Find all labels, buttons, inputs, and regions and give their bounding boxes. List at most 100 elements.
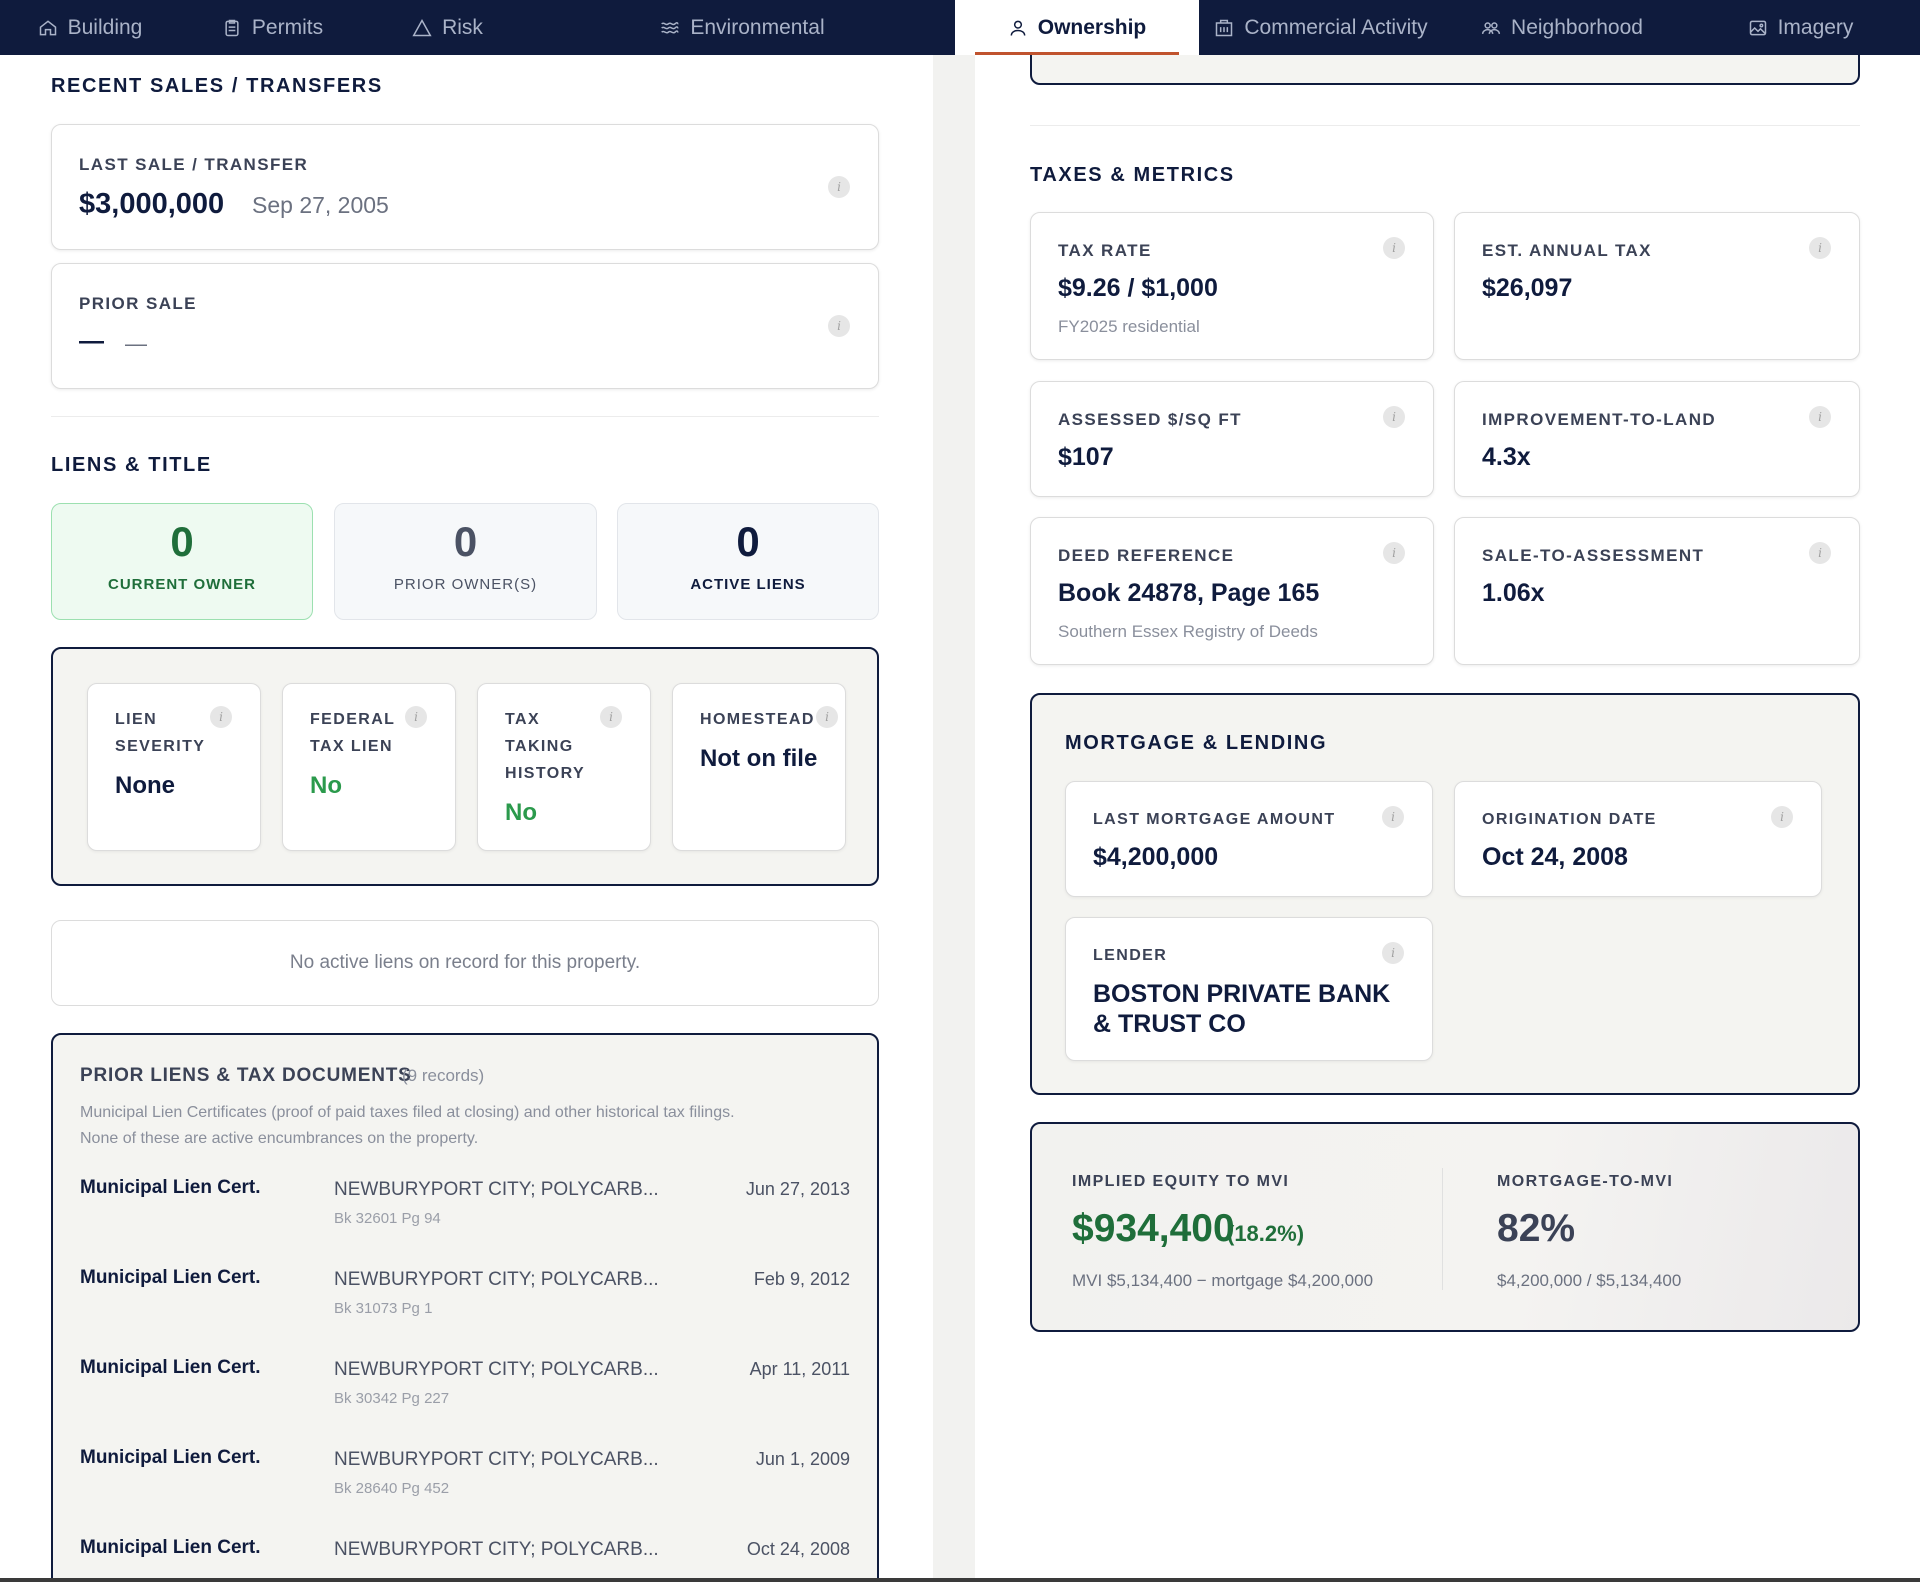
tax-taking-label: TAX TAKING HISTORY [505, 711, 586, 782]
prior-sale-label: PRIOR SALE [79, 294, 197, 313]
doc-row-book: Bk 32601 Pg 94 [334, 1210, 441, 1227]
info-icon[interactable]: i [600, 706, 622, 728]
bottom-edge [0, 1578, 1920, 1582]
image-icon [1749, 20, 1766, 35]
divider [51, 416, 879, 417]
info-icon[interactable]: i [1383, 542, 1405, 564]
tab-imagery[interactable]: Imagery [1681, 0, 1920, 55]
assessed-value: $107 [1058, 443, 1114, 471]
info-icon[interactable]: i [1383, 237, 1405, 259]
divider [1030, 125, 1860, 126]
sale-assessment-card: SALE-TO-ASSESSMENT 1.06x i [1454, 517, 1860, 665]
equity-sub: MVI $5,134,400 − mortgage $4,200,000 [1072, 1271, 1374, 1290]
doc-row-title: Municipal Lien Cert. [80, 1177, 261, 1198]
origination-label: ORIGINATION DATE [1482, 811, 1657, 828]
info-icon[interactable]: i [1771, 806, 1793, 828]
deed-value: Book 24878, Page 165 [1058, 579, 1320, 607]
liens-title: LIENS & TITLE [51, 454, 212, 476]
info-icon[interactable]: i [1809, 237, 1831, 259]
info-icon[interactable]: i [816, 706, 838, 728]
mortgage-title: MORTGAGE & LENDING [1065, 732, 1328, 754]
tab-permits[interactable]: Permits [180, 0, 365, 55]
doc-row-title: Municipal Lien Cert. [80, 1357, 261, 1378]
mortgage-amount-value: $4,200,000 [1093, 843, 1219, 871]
tab-ownership[interactable]: Ownership [955, 0, 1199, 55]
tab-label: Ownership [1037, 15, 1147, 39]
user-icon [1010, 20, 1026, 36]
doc-row-party: NEWBURYPORT CITY; POLYCARB... [334, 1269, 659, 1290]
doc-row-party: NEWBURYPORT CITY; POLYCARB... [334, 1539, 659, 1560]
prior-docs-count: (9 records) [402, 1066, 485, 1085]
info-icon[interactable]: i [405, 706, 427, 728]
stat-number: 0 [736, 518, 760, 565]
equity-label: IMPLIED EQUITY TO MVI [1072, 1173, 1290, 1190]
info-icon[interactable]: i [1382, 942, 1404, 964]
tax-rate-sub: FY2025 residential [1058, 317, 1200, 336]
mortgage-amount-label: LAST MORTGAGE AMOUNT [1093, 811, 1336, 828]
lien-severity-value: None [115, 772, 175, 799]
info-icon[interactable]: i [1383, 406, 1405, 428]
mortgage-amount-card: LAST MORTGAGE AMOUNT $4,200,000 i [1065, 781, 1433, 897]
doc-row-book: Bk 30342 Pg 227 [334, 1390, 450, 1407]
info-icon[interactable]: i [828, 315, 850, 337]
lender-value: BOSTON PRIVATE BANK & TRUST CO [1093, 980, 1391, 1038]
doc-row-date: Oct 24, 2008 [746, 1539, 850, 1559]
info-icon[interactable]: i [210, 706, 232, 728]
doc-row-date: Jun 27, 2013 [745, 1179, 850, 1199]
doc-row-party: NEWBURYPORT CITY; POLYCARB... [334, 1449, 659, 1470]
deed-card: DEED REFERENCE Book 24878, Page 165 Sout… [1030, 517, 1434, 665]
mortgage-box: MORTGAGE & LENDING LAST MORTGAGE AMOUNT … [1030, 693, 1860, 1095]
info-icon[interactable]: i [1809, 406, 1831, 428]
doc-row-book: Bk 31073 Pg 1 [334, 1300, 433, 1317]
lien-details-box: LIEN SEVERITY None i FEDERAL TAX LIEN No… [51, 647, 879, 886]
warning-icon [412, 18, 432, 36]
tab-label: Neighborhood [1511, 15, 1643, 39]
tab-building[interactable]: Building [0, 0, 180, 55]
annual-tax-label: EST. ANNUAL TAX [1482, 241, 1652, 260]
assessed-card: ASSESSED $/SQ FT $107 i [1030, 381, 1434, 497]
deed-label: DEED REFERENCE [1058, 546, 1235, 565]
active-liens-stat: 0 ACTIVE LIENS [617, 503, 879, 620]
last-sale-date: Sep 27, 2005 [252, 192, 389, 218]
equity-divider [1442, 1168, 1443, 1290]
doc-row-title: Municipal Lien Cert. [80, 1537, 261, 1558]
improvement-card: IMPROVEMENT-TO-LAND 4.3x i [1454, 381, 1860, 497]
stat-number: 0 [453, 518, 478, 565]
prior-docs-description-1: Municipal Lien Certificates (proof of pa… [80, 1104, 735, 1121]
doc-row-title: Municipal Lien Cert. [80, 1267, 261, 1288]
sale-assessment-value: 1.06x [1482, 579, 1545, 607]
tab-label: Environmental [690, 15, 825, 39]
lien-severity-label: LIEN SEVERITY [115, 711, 206, 755]
recent-sales-title: RECENT SALES / TRANSFERS [51, 75, 383, 97]
doc-row-party: NEWBURYPORT CITY; POLYCARB... [334, 1179, 659, 1200]
waves-icon [661, 21, 679, 34]
ratio-label: MORTGAGE-TO-MVI [1497, 1173, 1674, 1190]
no-liens-card: No active liens on record for this prope… [51, 920, 879, 1006]
prior-sale-date: — [125, 331, 147, 356]
ratio-sub: $4,200,000 / $5,134,400 [1497, 1271, 1682, 1290]
tab-commercial-activity[interactable]: Commercial Activity [1199, 0, 1443, 55]
stat-caption: ACTIVE LIENS [690, 576, 806, 593]
doc-row-date: Jun 1, 2009 [755, 1449, 850, 1469]
prior-docs-box: PRIOR LIENS & TAX DOCUMENTS (9 records) … [51, 1033, 879, 1582]
tab-label: Imagery [1777, 15, 1854, 39]
doc-row-book: Bk 28640 Pg 452 [334, 1480, 450, 1497]
info-icon[interactable]: i [1382, 806, 1404, 828]
equity-percent: (18.2%) [1227, 1221, 1305, 1246]
tab-risk[interactable]: Risk [365, 0, 530, 55]
lender-card: LENDER BOSTON PRIVATE BANK & TRUST CO i [1065, 917, 1433, 1061]
tab-label: Building [67, 15, 143, 39]
homestead-card: HOMESTEAD Not on file i [672, 683, 846, 851]
improvement-label: IMPROVEMENT-TO-LAND [1482, 410, 1717, 429]
doc-row-date: Apr 11, 2011 [749, 1359, 850, 1379]
equity-box: IMPLIED EQUITY TO MVI $934,400 (18.2%) M… [1030, 1122, 1860, 1332]
tab-label: Commercial Activity [1244, 15, 1428, 39]
assessed-label: ASSESSED $/SQ FT [1058, 410, 1242, 429]
stat-caption: CURRENT OWNER [108, 576, 256, 593]
info-icon[interactable]: i [828, 176, 850, 198]
people-icon [1481, 21, 1501, 34]
tab-neighborhood[interactable]: Neighborhood [1443, 0, 1681, 55]
top-nav: Building Permits Risk Environmental Owne… [0, 0, 1920, 55]
tab-environmental[interactable]: Environmental [530, 0, 955, 55]
info-icon[interactable]: i [1809, 542, 1831, 564]
